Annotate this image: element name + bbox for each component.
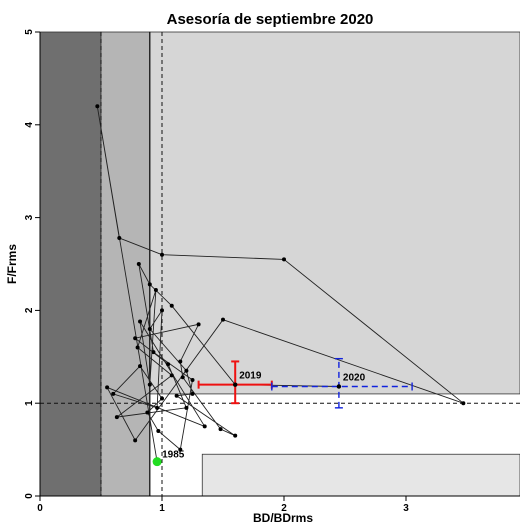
- x-tick-label-2: 2: [281, 503, 287, 514]
- trajectory-point-0: [95, 104, 100, 109]
- trajectory-point-36: [151, 350, 156, 355]
- trajectory-point-10: [147, 382, 152, 387]
- trajectory-point-8: [202, 424, 207, 429]
- highlight-0-point: [233, 382, 238, 387]
- trajectory-point-33: [156, 429, 161, 434]
- trajectory-point-31: [160, 396, 164, 401]
- highlight-1-label: 2020: [343, 372, 366, 383]
- x-axis-label: BD/BDrms: [253, 511, 313, 524]
- trajectory-point-13: [169, 373, 174, 378]
- trajectory-point-21: [218, 427, 223, 432]
- trajectory-point-12: [135, 345, 140, 350]
- trajectory-point-6: [133, 438, 138, 443]
- trajectory-point-23: [174, 393, 179, 398]
- trajectory-point-24: [190, 391, 195, 396]
- y-tick-label-3: 3: [24, 214, 35, 220]
- x-tick-label-3: 3: [403, 503, 409, 514]
- trajectory-point-15: [184, 405, 189, 410]
- trajectory-point-18: [196, 322, 201, 327]
- trajectory-point-39: [169, 303, 174, 308]
- y-tick-label-0: 0: [24, 493, 35, 499]
- trajectory-point-35: [190, 378, 195, 382]
- y-axis-label: F/Frms: [5, 244, 19, 284]
- trajectory-point-17: [133, 336, 138, 341]
- zone-1: [100, 31, 151, 497]
- axes-layer: 0 1 2 3 0 1 2 3 4 5: [24, 29, 520, 514]
- trajectory-point-3: [282, 257, 286, 262]
- zone-layer: [39, 31, 520, 497]
- reference-line-layer: [40, 32, 520, 496]
- chart-title: Asesoría de septiembre 2020: [167, 11, 374, 28]
- trajectory-point-11: [153, 287, 158, 292]
- y-tick-label-1: 1: [24, 400, 35, 406]
- trajectory-point-14: [114, 415, 119, 420]
- y-tick-label-2: 2: [24, 307, 35, 313]
- highlight-layer: 2019 2020: [197, 357, 413, 409]
- trajectory-point-7: [105, 385, 110, 390]
- trajectory-point-19: [178, 359, 183, 364]
- highlight-1-point: [336, 384, 342, 389]
- zone-3: [201, 453, 520, 497]
- highlight-0-label: 2019: [239, 371, 262, 382]
- x-tick-label-1: 1: [159, 503, 165, 514]
- trajectory-point-28: [155, 405, 160, 410]
- zone-0: [39, 31, 102, 497]
- trajectory-point-32: [145, 410, 150, 415]
- y-tick-label-4: 4: [24, 122, 35, 128]
- trajectory-point-27: [160, 308, 164, 313]
- trajectory-point-5: [221, 317, 225, 322]
- zone-2: [149, 31, 520, 395]
- y-tick-label-5: 5: [24, 29, 35, 35]
- trajectory-point-16: [166, 362, 171, 367]
- trajectory-point-9: [138, 319, 143, 324]
- trajectory-point-4: [461, 401, 466, 406]
- trajectory-point-29: [111, 391, 116, 396]
- trajectory-point-2: [160, 252, 164, 257]
- trajectory-point-1: [117, 236, 122, 241]
- trajectory-point-34: [178, 447, 183, 452]
- trajectory-point-37: [136, 262, 141, 266]
- first-year-label: 1985: [162, 450, 185, 461]
- trajectory-point-26: [147, 326, 152, 331]
- trajectory-point-38: [147, 282, 152, 287]
- first-year-point: [152, 457, 162, 467]
- trajectory-point-25: [184, 368, 189, 373]
- x-tick-label-0: 0: [37, 503, 43, 514]
- trajectory-point-30: [138, 364, 143, 369]
- trajectory-point-20: [180, 375, 185, 380]
- trajectory-point-22: [233, 433, 238, 438]
